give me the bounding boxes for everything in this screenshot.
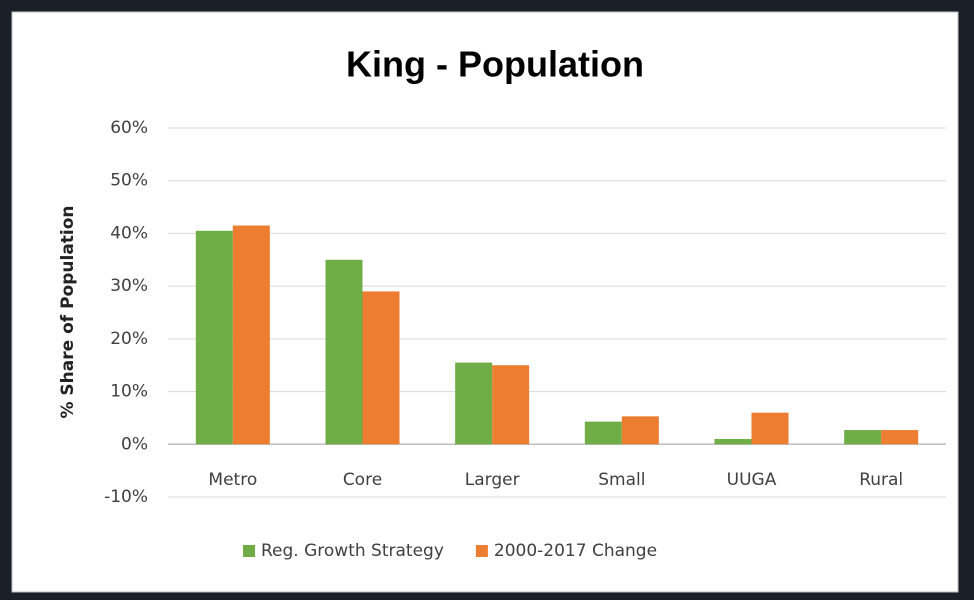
x-tick-label: Rural	[859, 470, 903, 490]
legend-label: 2000-2017 Change	[494, 541, 657, 561]
x-tick-label: Larger	[465, 470, 520, 490]
x-tick-label: Metro	[208, 470, 257, 490]
y-tick-label: 30%	[110, 276, 148, 296]
x-tick-label: UUGA	[727, 470, 777, 490]
bar	[325, 259, 363, 445]
y-tick-label: 10%	[110, 382, 148, 402]
legend-swatch	[243, 545, 255, 557]
legend-swatch	[475, 545, 488, 557]
y-tick-label: 20%	[110, 329, 148, 349]
bar	[881, 430, 919, 445]
chart-panel	[11, 11, 959, 593]
bar	[195, 230, 233, 445]
legend-label: Reg. Growth Strategy	[261, 541, 444, 561]
bar	[751, 412, 789, 445]
bar	[844, 430, 882, 445]
bar	[492, 365, 530, 445]
bar	[232, 225, 270, 445]
y-tick-label: 40%	[110, 223, 148, 243]
bar	[584, 421, 622, 445]
y-axis-title: % Share of Population	[58, 205, 78, 418]
bar	[714, 439, 752, 445]
x-tick-label: Small	[598, 470, 645, 490]
y-tick-label: 0%	[121, 434, 148, 454]
y-tick-label: 60%	[110, 118, 148, 138]
bar	[621, 416, 659, 445]
y-tick-label: -10%	[104, 487, 148, 507]
x-tick-label: Core	[343, 470, 382, 490]
bar	[455, 362, 493, 445]
chart-title: King - Population	[346, 44, 644, 85]
bar	[362, 291, 400, 445]
y-tick-label: 50%	[110, 171, 148, 191]
